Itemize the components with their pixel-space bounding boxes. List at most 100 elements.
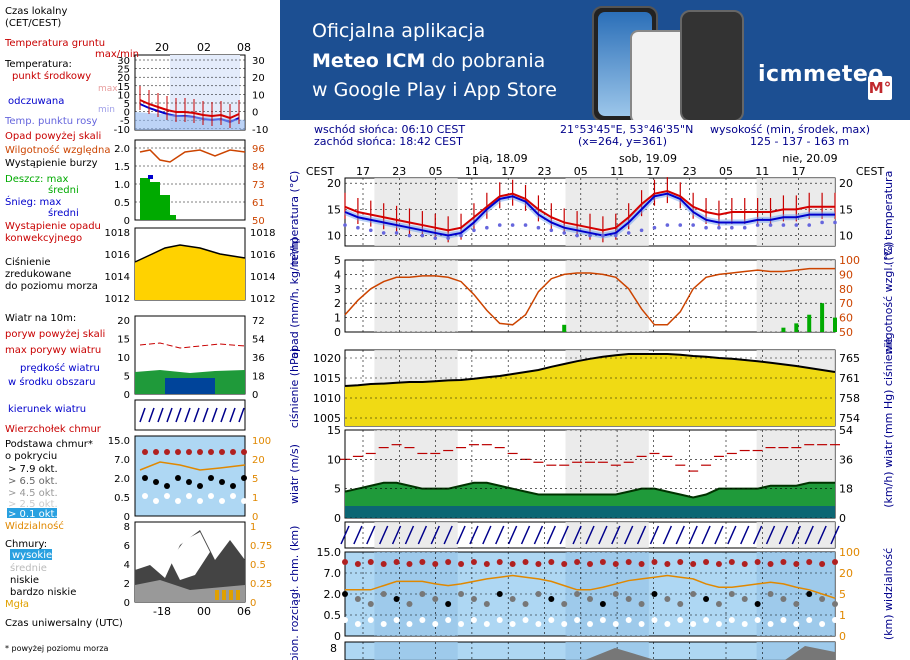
cloud-top-dot — [393, 559, 400, 565]
cloud-base-dot-thin — [432, 621, 439, 627]
legend-cloud-top-dot — [164, 449, 170, 455]
dew-point — [536, 225, 541, 230]
wind-dir-arrow — [495, 525, 505, 545]
legend-cl-tick-right: 1 — [250, 522, 256, 533]
legend-local-time-title: Czas lokalny — [5, 6, 68, 17]
wind-dir-arrow — [482, 525, 492, 545]
legend-cloud-base-dot — [175, 475, 181, 481]
cloud-base-dot-thin — [522, 617, 529, 623]
legend-cloud-top-dot — [219, 449, 225, 455]
pressure-line — [344, 353, 836, 387]
rain-bar — [820, 303, 825, 332]
cloud-base-dot — [458, 591, 465, 597]
cloud-base-dot-thin — [651, 617, 658, 623]
cloud-base-dot — [793, 601, 800, 607]
dew-point — [704, 225, 708, 230]
wind-dir-arrow — [598, 525, 608, 545]
pressure-fill-2 — [345, 354, 835, 426]
phone-image-3 — [680, 10, 744, 120]
cloud-top-dot — [445, 559, 452, 565]
legend-precip-tick: 0 — [124, 216, 130, 227]
legend-wind-arrow — [238, 407, 245, 423]
humidity-line — [344, 267, 835, 326]
cloud-base-dot-thin — [419, 617, 426, 623]
wind-dir-arrow — [469, 525, 479, 545]
legend-wind-10m: Wiatr na 10m: — [5, 313, 76, 324]
dew-point — [781, 223, 786, 227]
cloud-base-dot — [703, 596, 710, 602]
legend-temp-tick-right: 10 — [252, 90, 265, 101]
time-tick-local: 11 — [755, 165, 769, 178]
day-label: sob, 19.09 — [619, 152, 677, 165]
legend-temp-tick-right: 30 — [252, 56, 265, 67]
cloud-top-dot — [342, 559, 348, 565]
cloud-base-dot-thin — [458, 621, 465, 627]
legend-cet-cest: (CET/CEST) — [5, 18, 61, 29]
legend-cloud-base-dot — [208, 475, 214, 481]
banner-line1: Oficjalna aplikacja — [312, 20, 486, 42]
wind-dir-arrow — [714, 525, 724, 545]
legend-storm: Wystąpienie burzy — [5, 158, 98, 169]
legend-vis-tick: 5 — [252, 474, 258, 485]
legend-ground-maxmin: max/min — [95, 49, 139, 60]
legend-cloud-top-dot — [142, 449, 148, 455]
wind-dir-arrow — [443, 525, 453, 545]
legend-fog-bar — [215, 590, 219, 600]
legend-hour-bottom: 06 — [237, 605, 251, 618]
legend-wind-arrow — [202, 407, 209, 423]
wind-tick-right: 0 — [839, 512, 846, 525]
time-tick-local: 05 — [719, 165, 733, 178]
legend-cloud-top-dot — [153, 449, 159, 455]
legend-wind-tick-right: 36 — [252, 353, 265, 364]
legend-rain-max: Deszcz: max — [5, 174, 68, 185]
legend-footnote: * powyżej poziomu morza — [5, 644, 109, 653]
legend-snow-max: Śnieg: max — [5, 195, 61, 208]
cloud-top-dot — [806, 559, 813, 565]
axis-label: temperatura (°C) — [288, 171, 301, 266]
cloud-top-dot — [470, 559, 477, 565]
legend-okt01-bg — [7, 508, 57, 518]
time-tick-local: 11 — [465, 165, 479, 178]
wind-tick-right: 54 — [839, 424, 853, 437]
legend-press-tick-right: 1014 — [250, 272, 275, 283]
legend-press-line — [134, 244, 246, 263]
dew-point — [472, 228, 476, 233]
legend-cloud-base-dot — [241, 498, 247, 504]
cloud-base-dot — [638, 601, 645, 607]
legend-cloud-base-dot — [230, 483, 236, 489]
legend-max-gust: max porywy wiatru — [5, 345, 101, 356]
legend-cl-tick: 8 — [124, 522, 130, 533]
legend-hum-tick: 84 — [252, 162, 265, 173]
dew-point — [652, 225, 657, 230]
press-tick: 1010 — [313, 392, 341, 405]
wind-dir-arrow — [353, 525, 363, 545]
wind-dir-arrow — [817, 525, 827, 545]
legend-cl-tick: 0 — [124, 598, 130, 609]
temp-tick-right: 20 — [839, 177, 853, 190]
dew-point — [730, 225, 734, 230]
legend-wind-fill2 — [165, 378, 215, 394]
legend-wind-arrow — [220, 407, 227, 423]
legend-wind-tick: 5 — [124, 372, 130, 383]
cloud-base-dot-thin — [470, 617, 477, 623]
night-band — [374, 260, 458, 332]
wind-dir-arrow — [520, 525, 531, 545]
night-band — [374, 522, 458, 548]
wind-tick: 5 — [334, 483, 341, 496]
legend-temp-tick-right: 20 — [252, 73, 265, 84]
app-banner[interactable]: Oficjalna aplikacja Meteo ICM do pobrani… — [280, 0, 910, 120]
cloud-base-dot — [470, 596, 477, 602]
cloud-top-dot — [432, 561, 439, 567]
legend-pressure: Ciśnienie — [5, 256, 51, 268]
cloud-base-dot-thin — [754, 617, 761, 623]
legend-okt45: > 4.5 okt. — [8, 488, 58, 499]
legend-hours-bottom: -18 00 06 — [153, 605, 251, 618]
legend-wind-tick-right: 54 — [252, 335, 265, 346]
legend-fog: Mgła — [5, 599, 29, 610]
wind-dir-arrow — [391, 525, 402, 545]
temp-tick-right: 10 — [839, 230, 853, 243]
wind-tick-right: 18 — [839, 483, 853, 496]
legend-cloud-base-dot — [164, 483, 170, 489]
cloud-base-dot — [574, 591, 581, 597]
legend-wind-tick: 20 — [117, 316, 130, 327]
